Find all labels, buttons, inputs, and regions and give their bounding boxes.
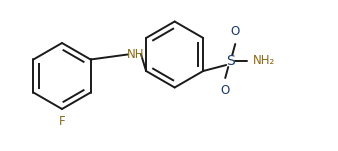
Text: O: O — [221, 84, 230, 97]
Text: S: S — [226, 54, 235, 68]
Text: O: O — [231, 25, 240, 38]
Text: NH: NH — [127, 48, 145, 61]
Text: NH₂: NH₂ — [253, 55, 275, 67]
Text: F: F — [59, 115, 65, 128]
